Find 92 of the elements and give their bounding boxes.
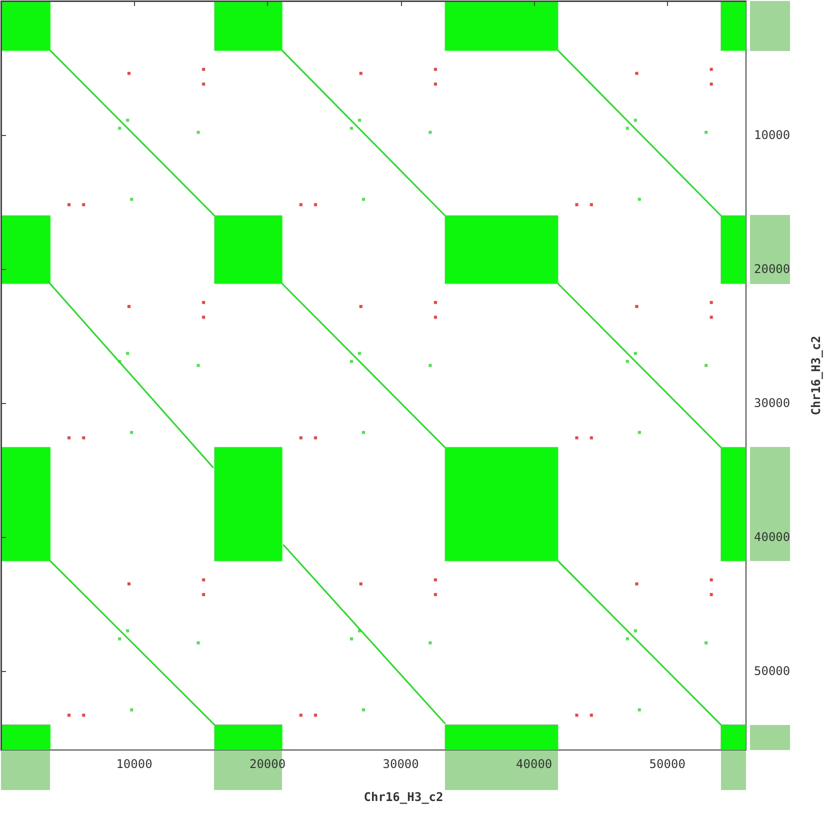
point (590, 436, 593, 440)
point (638, 198, 641, 201)
point (710, 68, 713, 71)
point (434, 593, 437, 596)
point (710, 593, 713, 596)
point (710, 300, 713, 304)
point (127, 72, 130, 75)
point (710, 316, 713, 319)
point (626, 360, 629, 363)
point (130, 430, 134, 434)
point (590, 714, 593, 717)
point (590, 203, 593, 206)
point (634, 352, 637, 355)
point (626, 126, 629, 130)
point (635, 582, 638, 586)
x-tick-label: 50000 (649, 757, 686, 771)
point (575, 714, 578, 717)
point (634, 629, 637, 632)
point (82, 203, 86, 206)
point (202, 82, 206, 86)
point (82, 714, 86, 717)
point (314, 203, 318, 206)
point (358, 629, 362, 632)
y-tick-label: 10000 (754, 128, 790, 142)
point (638, 708, 641, 712)
point (362, 708, 366, 712)
point (428, 364, 432, 367)
point (299, 436, 302, 440)
point (299, 203, 302, 206)
point (359, 72, 362, 75)
x-tick-label: 40000 (516, 757, 552, 771)
point (704, 130, 708, 134)
point (126, 118, 130, 122)
point (428, 641, 432, 644)
x-tick-label: 30000 (382, 757, 419, 771)
point (428, 130, 432, 134)
point (130, 198, 134, 201)
x-tick-label: 10000 (116, 757, 152, 771)
point (299, 714, 302, 717)
point (350, 360, 354, 363)
point (130, 708, 134, 712)
point (127, 304, 130, 308)
point (362, 430, 366, 434)
point (202, 578, 206, 582)
point (202, 300, 206, 304)
x-axis-title: Chr16_H3_c2 (364, 790, 444, 804)
point (314, 714, 318, 717)
point (434, 68, 437, 71)
point (626, 637, 629, 640)
point (126, 352, 130, 355)
y-tick-label: 30000 (754, 396, 790, 410)
point (434, 578, 437, 582)
y-tick-label: 50000 (754, 664, 790, 678)
point (67, 714, 70, 717)
point (434, 316, 437, 319)
point (704, 364, 708, 367)
point (118, 360, 122, 363)
y-tick-label: 20000 (754, 262, 790, 276)
point (635, 304, 638, 308)
point (350, 126, 354, 130)
y-tick-label: 40000 (754, 530, 790, 544)
point (434, 300, 437, 304)
point (67, 436, 70, 440)
point (314, 436, 318, 440)
point (634, 118, 637, 122)
point (350, 637, 354, 640)
point (635, 72, 638, 75)
point (359, 304, 362, 308)
y-axis-title: Chr16_H3_c2 (809, 336, 823, 416)
point (127, 582, 130, 586)
point (358, 118, 362, 122)
point (575, 436, 578, 440)
point (196, 130, 200, 134)
point (202, 316, 206, 319)
point (362, 198, 366, 201)
point (118, 126, 122, 130)
point (704, 641, 708, 644)
point (710, 578, 713, 582)
point (67, 203, 70, 206)
point (575, 203, 578, 206)
point (202, 593, 206, 596)
point (638, 430, 641, 434)
point (202, 68, 206, 71)
point (358, 352, 362, 355)
point (196, 364, 200, 367)
point (196, 641, 200, 644)
point (434, 82, 437, 86)
point (118, 637, 122, 640)
point (126, 629, 130, 632)
point (359, 582, 362, 586)
point (710, 82, 713, 86)
point (82, 436, 86, 440)
